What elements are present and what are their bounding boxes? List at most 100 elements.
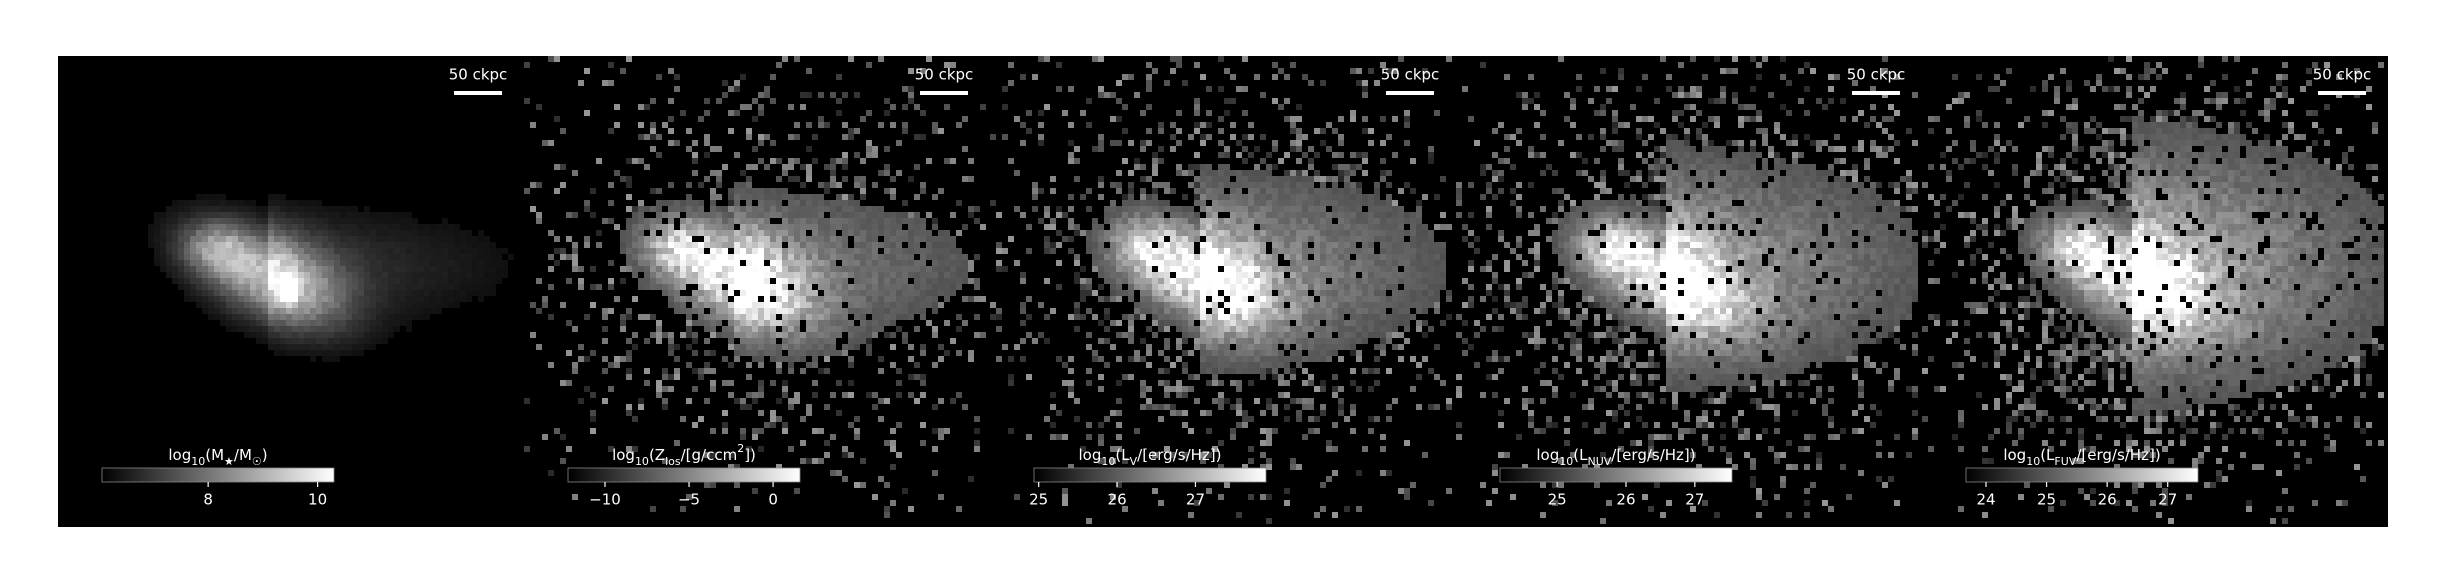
pixel [1218,368,1224,374]
pixel [710,272,716,278]
pixel [758,428,764,434]
pixel [1302,404,1308,410]
pixel [334,320,340,326]
pixel [1224,332,1230,338]
pixel [1398,206,1404,212]
pixel [1320,284,1326,290]
pixel [698,242,704,248]
pixel [298,242,304,248]
pixel [1206,362,1212,368]
pixel [1128,332,1134,338]
pixel [854,242,860,248]
pixel [734,110,740,116]
pixel [1098,134,1104,140]
pixel [794,158,800,164]
pixel [1194,272,1200,278]
pixel [884,170,890,176]
pixel [1272,314,1278,320]
pixel [1212,218,1218,224]
pixel [866,332,872,338]
pixel [932,308,938,314]
pixel [1272,260,1278,266]
pixel [770,158,776,164]
pixel [412,260,418,266]
pixel [1242,236,1248,242]
pixel [352,278,358,284]
pixel [1182,332,1188,338]
pixel [836,278,842,284]
pixel [1194,296,1200,302]
pixel [548,56,554,62]
pixel [1236,176,1242,182]
pixel [1218,320,1224,326]
pixel [1296,242,1302,248]
pixel [1224,224,1230,230]
pixel [184,212,190,218]
pixel [1356,248,1362,254]
pixel [226,290,232,296]
pixel [190,218,196,224]
pixel [352,212,358,218]
pixel [806,326,812,332]
pixel [418,296,424,302]
pixel [166,206,172,212]
pixel [1188,134,1194,140]
pixel [304,308,310,314]
pixel [824,188,830,194]
pixel [1200,350,1206,356]
pixel [944,254,950,260]
pixel [1194,188,1200,194]
pixel [1356,296,1362,302]
pixel [716,308,722,314]
pixel [1356,302,1362,308]
pixel [1140,230,1146,236]
pixel [1098,374,1104,380]
pixel [1218,272,1224,278]
pixel [752,326,758,332]
pixel [478,272,484,278]
pixel [782,422,788,428]
pixel [1314,176,1320,182]
pixel [614,362,620,368]
pixel [298,266,304,272]
pixel [902,266,908,272]
pixel [794,266,800,272]
pixel [788,368,794,374]
pixel [166,248,172,254]
pixel [1230,98,1236,104]
pixel [1278,182,1284,188]
pixel [908,284,914,290]
pixel [1206,302,1212,308]
pixel [560,458,566,464]
pixel [310,206,316,212]
pixel [238,236,244,242]
pixel [1362,326,1368,332]
pixel [902,248,908,254]
pixel [644,242,650,248]
pixel [1098,176,1104,182]
pixel [1284,320,1290,326]
pixel [364,308,370,314]
pixel [334,212,340,218]
pixel [1332,272,1338,278]
pixel [1308,272,1314,278]
pixel [1356,188,1362,194]
pixel [1308,194,1314,200]
pixel [1128,230,1134,236]
pixel [1302,368,1308,374]
pixel [746,218,752,224]
pixel [800,230,806,236]
pixel [1362,254,1368,260]
pixel [878,326,884,332]
pixel [764,284,770,290]
pixel [710,218,716,224]
pixel [1050,404,1056,410]
pixel [316,230,322,236]
pixel [364,296,370,302]
pixel [1158,308,1164,314]
pixel [782,284,788,290]
pixel [1092,218,1098,224]
pixel [914,308,920,314]
pixel [454,236,460,242]
pixel [1086,380,1092,386]
